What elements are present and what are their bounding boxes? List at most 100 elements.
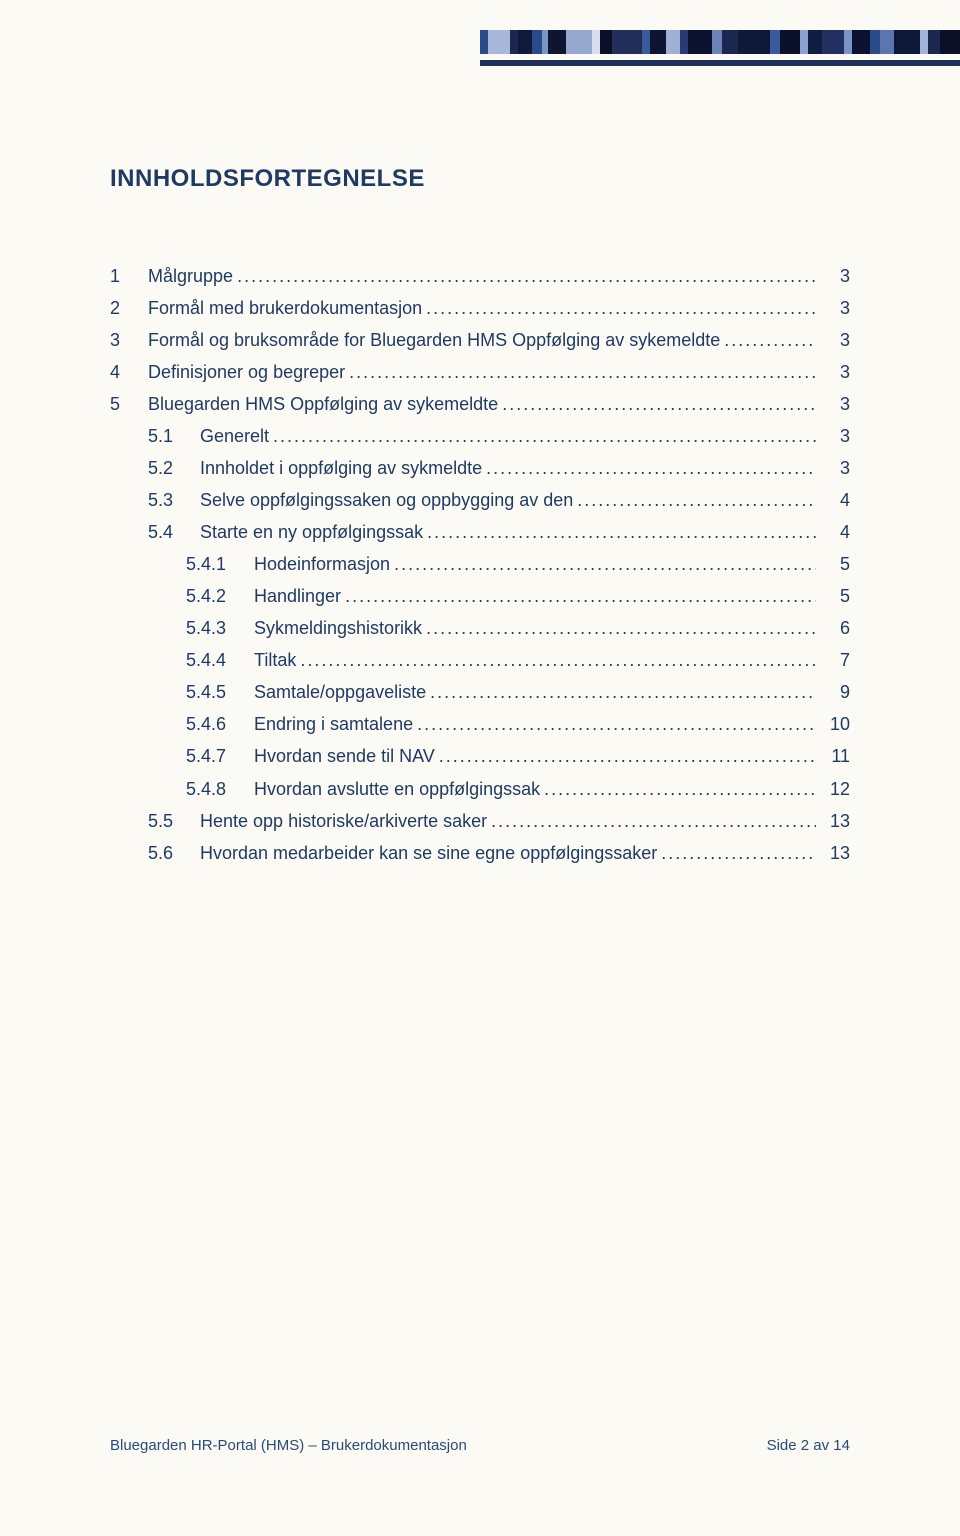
toc-leader-dots: [439, 740, 816, 772]
toc-entry[interactable]: 5Bluegarden HMS Oppfølging av sykemeldte…: [110, 388, 850, 420]
toc-entry[interactable]: 3Formål og bruksområde for Bluegarden HM…: [110, 324, 850, 356]
toc-entry-title: Generelt: [200, 420, 269, 452]
band-segment: [844, 30, 852, 54]
toc-leader-dots: [417, 708, 816, 740]
toc-leader-dots: [394, 548, 816, 580]
band-segment: [650, 30, 666, 54]
toc-entry-page: 4: [820, 516, 850, 548]
toc-leader-dots: [300, 644, 816, 676]
band-segment: [920, 30, 928, 54]
toc-leader-dots: [661, 837, 816, 869]
band-segment: [800, 30, 808, 54]
band-segment: [680, 30, 688, 54]
toc-entry-title: Tiltak: [254, 644, 296, 676]
toc-leader-dots: [486, 452, 816, 484]
toc-entry-number: 5.4: [148, 516, 200, 548]
toc-entry-title: Målgruppe: [148, 260, 233, 292]
toc-entry-page: 10: [820, 708, 850, 740]
band-segment: [780, 30, 800, 54]
toc-leader-dots: [427, 516, 816, 548]
toc-entry-number: 4: [110, 356, 148, 388]
band-segment: [940, 30, 960, 54]
toc-entry-title: Formål med brukerdokumentasjon: [148, 292, 422, 324]
band-segment: [894, 30, 920, 54]
band-segment: [666, 30, 680, 54]
band-segment: [822, 30, 844, 54]
toc-entry-title: Definisjoner og begreper: [148, 356, 345, 388]
header-thick-line: [480, 60, 960, 66]
toc-leader-dots: [577, 484, 816, 516]
toc-entry-page: 11: [820, 740, 850, 772]
toc-entry-page: 3: [820, 324, 850, 356]
toc-entry-number: 5.4.5: [186, 676, 254, 708]
toc-entry-title: Hente opp historiske/arkiverte saker: [200, 805, 487, 837]
toc-entry-number: 5.6: [148, 837, 200, 869]
toc-entry-page: 6: [820, 612, 850, 644]
toc-entry-title: Starte en ny oppfølgingssak: [200, 516, 423, 548]
toc-entry[interactable]: 1Målgruppe3: [110, 260, 850, 292]
toc-entry[interactable]: 5.4.6Endring i samtalene 10: [110, 708, 850, 740]
toc-entry[interactable]: 5.4.2Handlinger5: [110, 580, 850, 612]
toc-entry[interactable]: 5.4.5Samtale/oppgaveliste 9: [110, 676, 850, 708]
toc-entry[interactable]: 5.4.3Sykmeldingshistorikk6: [110, 612, 850, 644]
toc-entry-page: 4: [820, 484, 850, 516]
toc-entry[interactable]: 5.4.1Hodeinformasjon5: [110, 548, 850, 580]
toc-entry-title: Endring i samtalene: [254, 708, 413, 740]
toc-entry-title: Hvordan medarbeider kan se sine egne opp…: [200, 837, 657, 869]
toc-entry-page: 9: [820, 676, 850, 708]
table-of-contents: 1Målgruppe32Formål med brukerdokumentasj…: [110, 260, 850, 869]
toc-entry-number: 5.5: [148, 805, 200, 837]
band-segment: [642, 30, 650, 54]
toc-entry[interactable]: 5.5Hente opp historiske/arkiverte saker1…: [110, 805, 850, 837]
toc-entry[interactable]: 5.1Generelt3: [110, 420, 850, 452]
toc-entry-number: 5.4.8: [186, 773, 254, 805]
toc-entry-title: Selve oppfølgingssaken og oppbygging av …: [200, 484, 573, 516]
band-segment: [548, 30, 566, 54]
toc-entry-page: 3: [820, 452, 850, 484]
band-segment: [612, 30, 642, 54]
header-barcode-band: [480, 30, 960, 54]
document-page: INNHOLDSFORTEGNELSE 1Målgruppe32Formål m…: [0, 0, 960, 1536]
toc-entry-number: 5.4.6: [186, 708, 254, 740]
toc-entry[interactable]: 5.4.4Tiltak7: [110, 644, 850, 676]
band-segment: [480, 30, 488, 54]
toc-entry-title: Innholdet i oppfølging av sykmeldte: [200, 452, 482, 484]
band-segment: [688, 30, 712, 54]
toc-entry-number: 5: [110, 388, 148, 420]
toc-leader-dots: [426, 612, 816, 644]
toc-entry-title: Samtale/oppgaveliste: [254, 676, 426, 708]
toc-leader-dots: [349, 356, 816, 388]
toc-entry[interactable]: 5.4Starte en ny oppfølgingssak 4: [110, 516, 850, 548]
toc-entry-number: 5.1: [148, 420, 200, 452]
toc-entry[interactable]: 4Definisjoner og begreper3: [110, 356, 850, 388]
toc-entry-page: 3: [820, 292, 850, 324]
toc-leader-dots: [237, 260, 816, 292]
toc-entry[interactable]: 5.2Innholdet i oppfølging av sykmeldte 3: [110, 452, 850, 484]
band-segment: [518, 30, 532, 54]
footer-right: Side 2 av 14: [767, 1437, 850, 1454]
toc-entry[interactable]: 5.3Selve oppfølgingssaken og oppbygging …: [110, 484, 850, 516]
band-segment: [722, 30, 738, 54]
toc-entry[interactable]: 5.6Hvordan medarbeider kan se sine egne …: [110, 837, 850, 869]
toc-entry-title: Bluegarden HMS Oppfølging av sykemeldte: [148, 388, 498, 420]
toc-leader-dots: [430, 676, 816, 708]
toc-entry-number: 1: [110, 260, 148, 292]
band-segment: [712, 30, 722, 54]
toc-entry[interactable]: 2Formål med brukerdokumentasjon3: [110, 292, 850, 324]
toc-entry[interactable]: 5.4.7Hvordan sende til NAV11: [110, 740, 850, 772]
toc-entry-title: Handlinger: [254, 580, 341, 612]
band-segment: [870, 30, 880, 54]
band-segment: [880, 30, 894, 54]
toc-entry-page: 5: [820, 580, 850, 612]
band-segment: [592, 30, 600, 54]
toc-leader-dots: [544, 773, 816, 805]
band-segment: [770, 30, 780, 54]
band-segment: [510, 30, 518, 54]
toc-entry[interactable]: 5.4.8Hvordan avslutte en oppfølgingssak1…: [110, 773, 850, 805]
toc-entry-number: 5.2: [148, 452, 200, 484]
toc-entry-page: 7: [820, 644, 850, 676]
toc-entry-number: 5.4.3: [186, 612, 254, 644]
toc-entry-number: 5.4.1: [186, 548, 254, 580]
toc-entry-title: Hvordan sende til NAV: [254, 740, 435, 772]
page-heading: INNHOLDSFORTEGNELSE: [110, 165, 425, 193]
